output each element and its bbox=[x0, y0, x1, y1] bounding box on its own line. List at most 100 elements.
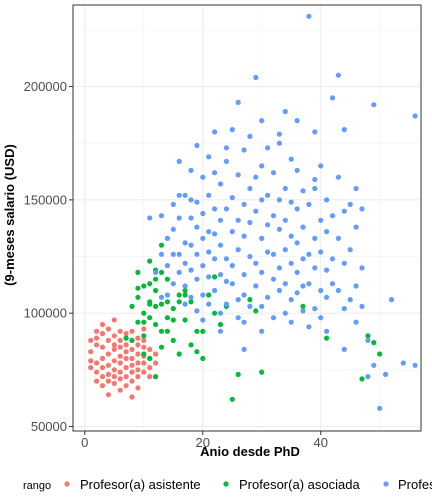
data-point-series-2 bbox=[206, 301, 212, 307]
data-point-series-2 bbox=[265, 294, 271, 300]
data-point-series-0 bbox=[141, 337, 147, 343]
y-tick-label: 150000 bbox=[24, 192, 67, 207]
data-point-series-2 bbox=[347, 201, 353, 207]
data-point-series-2 bbox=[188, 242, 194, 248]
data-point-series-0 bbox=[117, 387, 123, 393]
y-tick-label: 100000 bbox=[24, 306, 67, 321]
data-point-series-2 bbox=[288, 199, 294, 205]
data-point-series-0 bbox=[129, 394, 135, 400]
data-point-series-1 bbox=[164, 299, 170, 305]
data-point-series-1 bbox=[147, 258, 153, 264]
data-point-series-2 bbox=[270, 170, 277, 176]
data-point-series-0 bbox=[141, 360, 147, 366]
data-point-series-2 bbox=[341, 208, 347, 214]
data-point-series-2 bbox=[318, 163, 324, 169]
data-point-series-2 bbox=[200, 292, 206, 298]
data-point-series-2 bbox=[288, 156, 294, 162]
data-point-series-1 bbox=[200, 355, 206, 362]
data-point-series-0 bbox=[88, 358, 94, 364]
data-point-series-0 bbox=[99, 365, 106, 371]
data-point-series-2 bbox=[300, 224, 306, 230]
data-point-series-2 bbox=[235, 247, 241, 253]
data-point-series-2 bbox=[206, 274, 212, 280]
data-point-series-0 bbox=[129, 355, 135, 362]
data-point-series-1 bbox=[182, 292, 188, 298]
data-point-series-1 bbox=[147, 281, 153, 287]
data-point-series-1 bbox=[158, 328, 165, 334]
data-point-series-2 bbox=[247, 185, 253, 192]
data-point-series-2 bbox=[194, 276, 200, 282]
data-point-series-2 bbox=[265, 249, 271, 255]
data-point-series-2 bbox=[241, 233, 247, 239]
data-point-series-0 bbox=[135, 335, 141, 341]
data-point-series-1 bbox=[153, 321, 159, 328]
data-point-series-1 bbox=[164, 315, 170, 321]
data-point-series-2 bbox=[158, 251, 165, 257]
data-point-series-2 bbox=[312, 235, 318, 241]
axis-ticks: 0 20 40 50000 100000 150000 200000 bbox=[24, 79, 328, 450]
data-point-series-2 bbox=[247, 303, 253, 309]
data-point-series-0 bbox=[117, 328, 123, 334]
data-point-series-0 bbox=[153, 351, 159, 357]
data-point-series-0 bbox=[117, 369, 123, 375]
data-point-series-2 bbox=[294, 167, 300, 173]
data-point-series-1 bbox=[147, 301, 153, 307]
data-point-series-2 bbox=[217, 217, 224, 223]
data-point-series-0 bbox=[117, 360, 123, 366]
data-point-series-1 bbox=[135, 269, 141, 275]
data-point-series-2 bbox=[253, 283, 259, 289]
data-point-series-2 bbox=[170, 226, 176, 232]
data-point-series-2 bbox=[212, 231, 218, 237]
data-point-series-2 bbox=[306, 13, 312, 19]
data-point-series-2 bbox=[282, 217, 288, 223]
data-point-series-1 bbox=[164, 276, 170, 282]
data-point-series-2 bbox=[223, 301, 229, 307]
data-point-series-0 bbox=[129, 362, 135, 368]
data-point-series-0 bbox=[129, 346, 135, 352]
data-point-series-1 bbox=[135, 285, 141, 291]
data-point-series-2 bbox=[182, 283, 188, 289]
data-point-series-2 bbox=[276, 197, 282, 203]
data-point-series-2 bbox=[170, 201, 176, 207]
data-point-series-2 bbox=[170, 281, 176, 287]
data-point-series-0 bbox=[147, 374, 153, 380]
data-point-series-2 bbox=[353, 283, 359, 289]
data-point-series-1 bbox=[182, 287, 188, 294]
data-point-series-2 bbox=[182, 240, 188, 246]
data-point-series-0 bbox=[117, 353, 123, 359]
data-point-series-2 bbox=[200, 263, 206, 269]
data-point-series-2 bbox=[300, 256, 306, 262]
data-point-series-2 bbox=[206, 249, 212, 255]
data-point-series-1 bbox=[158, 301, 165, 307]
data-point-series-2 bbox=[324, 267, 330, 273]
data-point-series-2 bbox=[176, 251, 182, 257]
data-point-series-2 bbox=[176, 192, 182, 198]
data-point-series-2 bbox=[288, 319, 294, 325]
data-point-series-2 bbox=[247, 253, 253, 260]
data-point-series-2 bbox=[347, 247, 353, 253]
data-point-series-0 bbox=[105, 371, 111, 377]
data-point-series-2 bbox=[158, 213, 165, 219]
data-point-series-1 bbox=[135, 319, 141, 325]
data-point-series-2 bbox=[388, 297, 395, 303]
data-point-series-1 bbox=[212, 274, 218, 280]
data-point-series-2 bbox=[229, 127, 235, 133]
legend: rango Profesor(a) asistente Profesor(a) … bbox=[23, 477, 432, 492]
data-point-series-2 bbox=[412, 113, 418, 119]
data-point-series-1 bbox=[253, 308, 259, 314]
data-point-series-0 bbox=[123, 342, 129, 348]
data-point-series-1 bbox=[170, 337, 176, 343]
data-point-series-2 bbox=[223, 278, 229, 284]
data-point-series-2 bbox=[253, 74, 259, 81]
data-point-series-1 bbox=[188, 342, 194, 348]
data-point-series-2 bbox=[300, 188, 306, 194]
data-point-series-2 bbox=[235, 172, 241, 178]
data-point-series-2 bbox=[365, 374, 371, 380]
data-point-series-1 bbox=[300, 303, 306, 309]
data-point-series-2 bbox=[170, 251, 176, 257]
data-point-series-2 bbox=[282, 310, 288, 316]
data-point-series-0 bbox=[88, 349, 94, 355]
data-point-series-0 bbox=[135, 351, 141, 357]
data-point-series-2 bbox=[329, 256, 336, 262]
data-point-series-0 bbox=[117, 337, 123, 343]
